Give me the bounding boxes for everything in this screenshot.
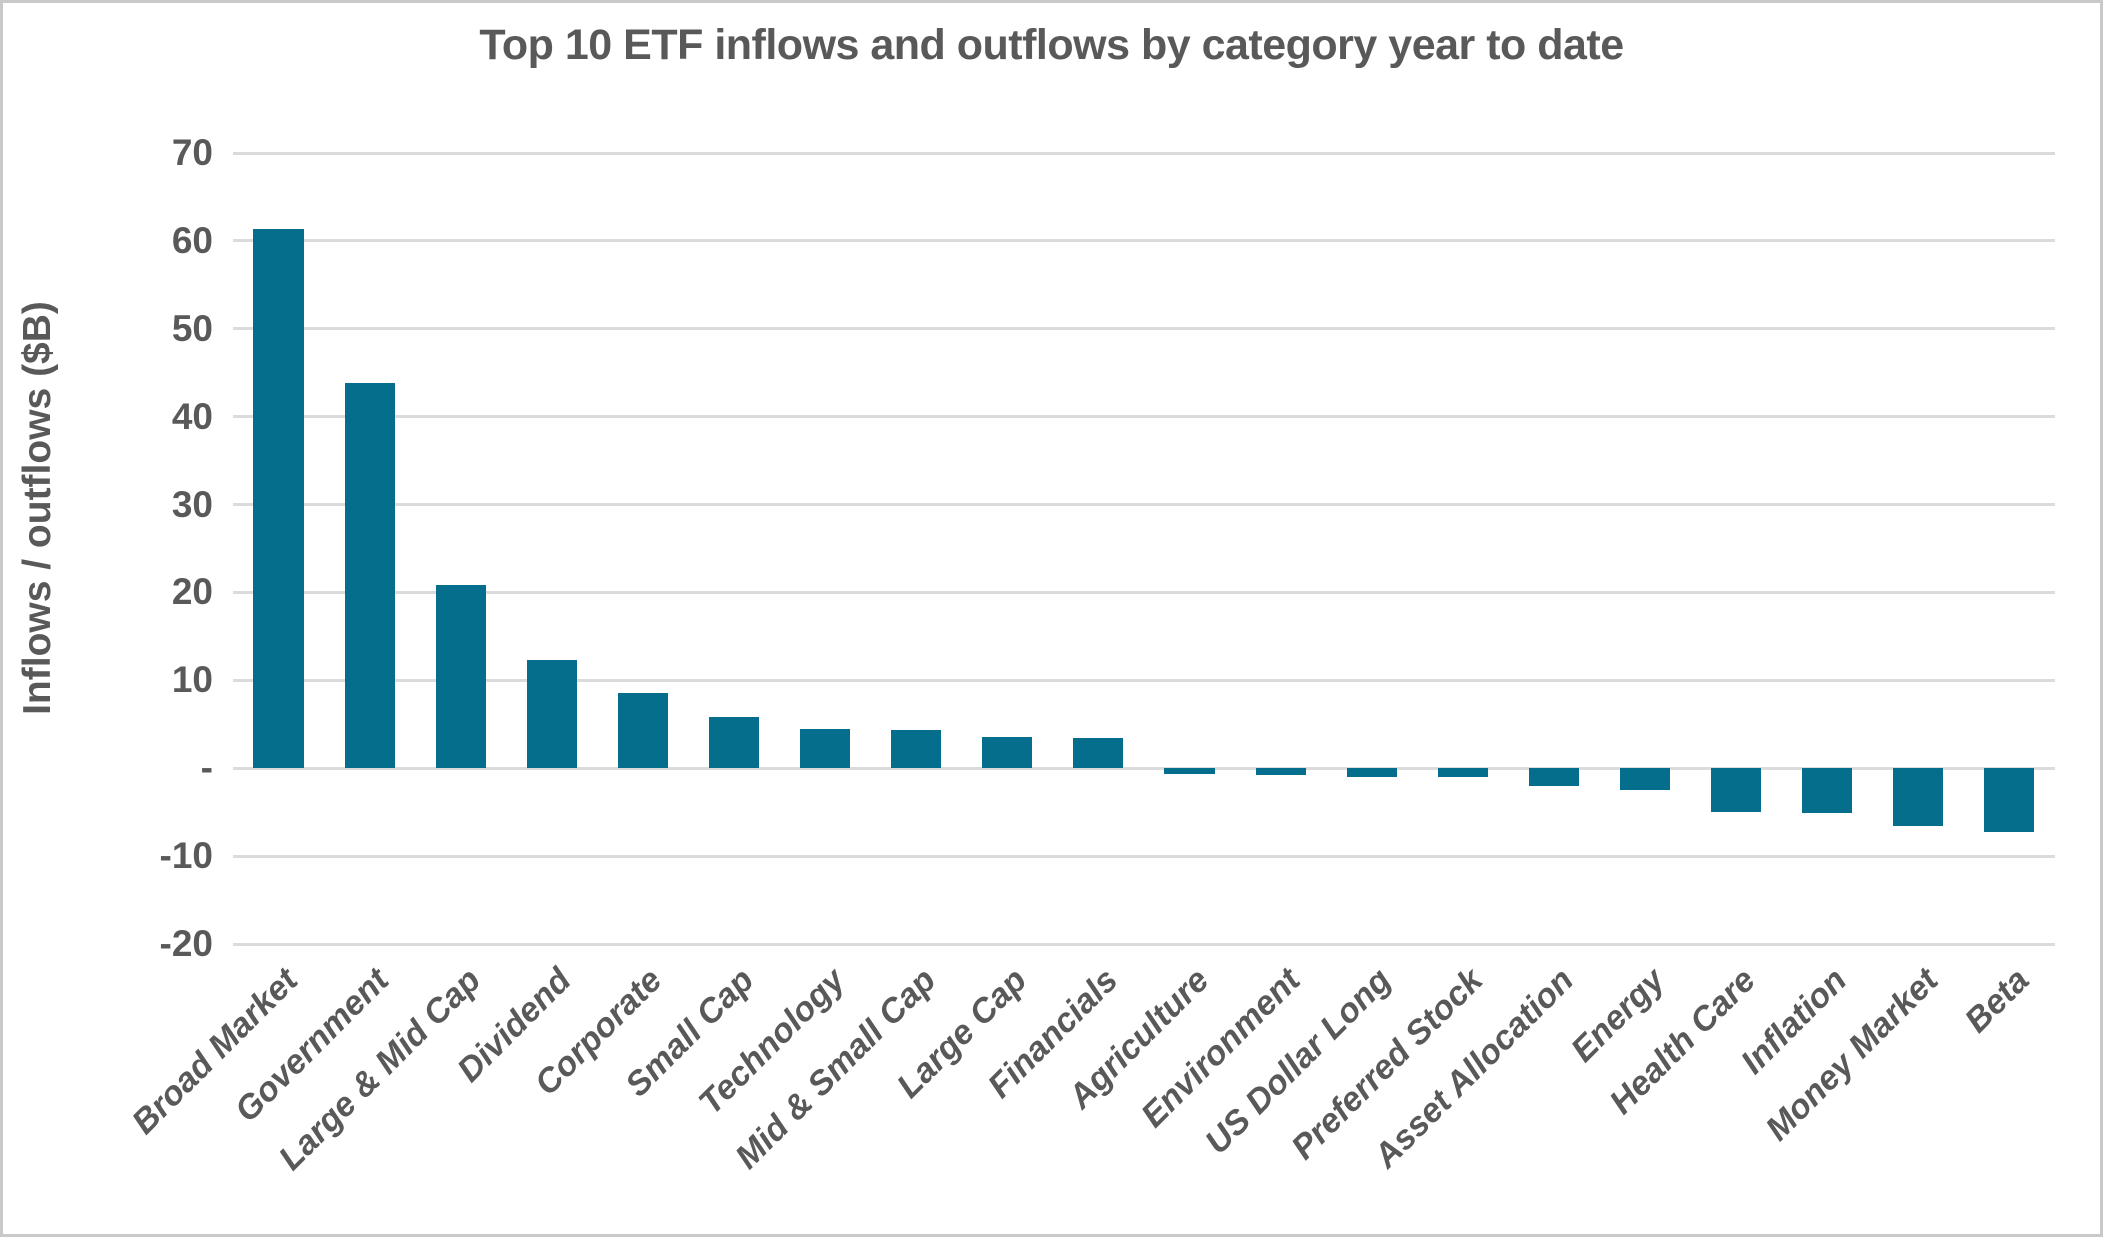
bar-government (344, 383, 395, 769)
bar-broad-market (253, 228, 304, 769)
bar-dividend (526, 660, 577, 769)
bar-large-cap (982, 737, 1033, 769)
gridline (233, 327, 2055, 331)
bar-agriculture (1164, 768, 1215, 775)
y-tick-label: 60 (171, 219, 213, 261)
bar-energy (1619, 768, 1671, 791)
y-tick-label: 10 (171, 659, 213, 701)
gridline (233, 590, 2055, 594)
y-tick-label: 30 (171, 483, 213, 525)
gridline (233, 415, 2055, 419)
gridline (233, 942, 2055, 946)
category-label: Beta (1957, 961, 2037, 1040)
bar-beta (1984, 768, 2035, 833)
bar-asset-allocation (1528, 768, 1579, 786)
bar-small-cap (708, 717, 760, 769)
y-tick-label: -10 (159, 835, 213, 877)
bar-preferred-stock (1437, 768, 1488, 777)
y-tick-label: 20 (171, 571, 213, 613)
y-tick-label: 70 (171, 132, 213, 173)
bar-environment (1255, 768, 1306, 776)
gridline (233, 854, 2055, 858)
bar-large-mid-cap (435, 585, 486, 769)
bar-inflation (1802, 768, 1853, 814)
y-tick-label: 40 (171, 395, 213, 437)
y-tick-label: - (200, 747, 213, 789)
bar-mid-small-cap (891, 729, 942, 769)
bar-financials (1073, 738, 1124, 769)
y-tick-label: 50 (171, 307, 213, 349)
gridline (233, 503, 2055, 507)
y-axis: 70 60 50 40 30 20 10 - -10 -20 (3, 132, 213, 964)
gridline (233, 239, 2055, 243)
category-label: Environment (1133, 961, 1308, 1135)
bar-corporate (617, 692, 668, 769)
x-axis: Broad Market Government Large & Mid Cap Div… (125, 961, 2055, 1221)
plot-area (233, 151, 2055, 946)
gridline (233, 151, 2055, 155)
gridline (233, 678, 2055, 682)
bar-money-market (1893, 768, 1944, 827)
chart-title: Top 10 ETF inflows and outflows by categ… (479, 21, 1624, 69)
bar-technology (800, 728, 851, 769)
gridline (233, 766, 2055, 770)
bar-us-dollar-long (1346, 768, 1397, 777)
y-tick-label: -20 (159, 923, 213, 964)
bar-health-care (1711, 768, 1762, 813)
